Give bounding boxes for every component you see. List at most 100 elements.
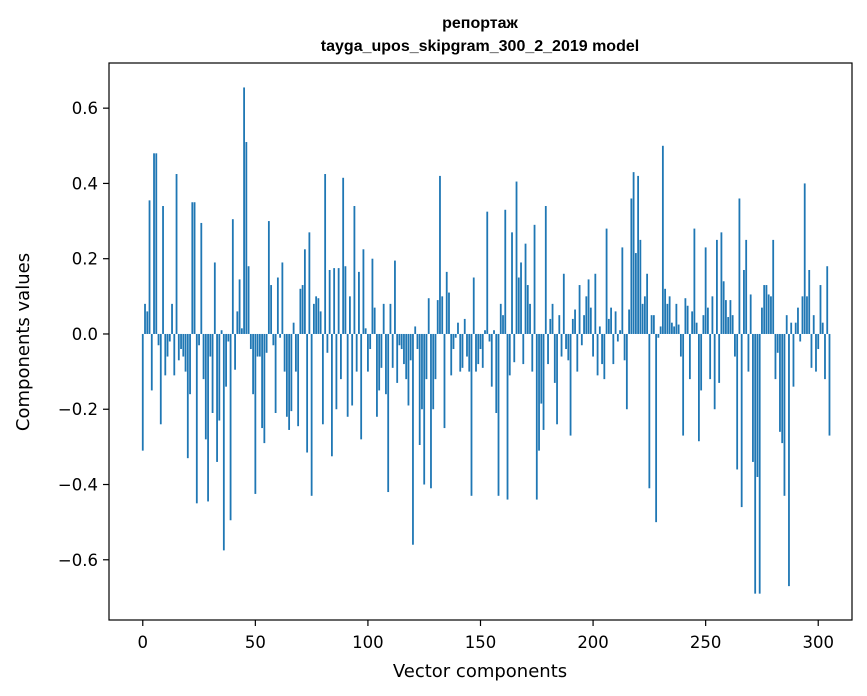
bar	[506, 333, 509, 500]
x-tick-label: 100	[352, 633, 384, 652]
bar	[358, 271, 360, 334]
bar	[207, 333, 209, 502]
bar	[734, 333, 736, 357]
bar	[229, 333, 232, 521]
bar	[729, 300, 732, 334]
bar	[623, 333, 626, 361]
bar	[650, 315, 653, 334]
bar	[797, 307, 799, 334]
bar	[290, 333, 293, 412]
bar	[450, 333, 453, 376]
bar	[511, 232, 513, 334]
bar	[376, 333, 378, 417]
bar	[610, 307, 612, 334]
bar	[637, 175, 640, 334]
bar	[186, 333, 189, 459]
bar	[182, 333, 185, 357]
bar	[745, 239, 748, 334]
bar	[448, 292, 450, 334]
bar	[580, 333, 583, 346]
bar	[270, 285, 273, 334]
bar	[191, 202, 194, 334]
bar	[430, 333, 432, 489]
bar	[394, 260, 396, 334]
bar	[808, 269, 811, 334]
bar	[308, 232, 311, 334]
bar	[707, 307, 709, 334]
bar	[565, 333, 567, 350]
bar	[828, 333, 831, 436]
bar	[256, 333, 259, 357]
bar	[180, 333, 182, 350]
bar	[150, 333, 153, 391]
bar	[380, 333, 383, 368]
bar	[722, 281, 725, 334]
chart-title: репортаж	[442, 15, 518, 32]
bar	[731, 315, 734, 334]
y-tick-label: −0.6	[58, 551, 98, 570]
bar	[285, 333, 288, 417]
bar	[493, 330, 495, 334]
bar	[236, 311, 239, 334]
bar	[340, 333, 342, 380]
bar	[625, 333, 628, 410]
bar	[371, 258, 374, 334]
bar	[621, 247, 624, 334]
bar	[484, 330, 486, 334]
bar	[396, 333, 399, 383]
bar	[675, 303, 678, 334]
bar	[312, 303, 315, 334]
bar	[391, 333, 394, 368]
bar	[168, 333, 171, 342]
bar	[576, 333, 579, 372]
bar	[553, 333, 556, 383]
y-axis-label: Components values	[13, 253, 34, 431]
bar	[508, 333, 511, 376]
bar	[459, 333, 462, 372]
y-tick-label: 0.2	[72, 250, 98, 269]
y-tick-label: −0.4	[58, 476, 98, 495]
bar	[497, 333, 500, 496]
bar	[639, 239, 642, 334]
bar	[770, 296, 772, 334]
bar	[324, 174, 327, 334]
bar	[398, 333, 401, 346]
bar	[785, 315, 788, 334]
bar	[495, 333, 498, 413]
bar	[373, 307, 376, 334]
bar	[727, 317, 730, 334]
bar	[781, 333, 784, 444]
bar	[155, 153, 158, 334]
bar	[360, 333, 363, 440]
bar	[472, 277, 475, 334]
x-tick-label: 150	[465, 633, 497, 652]
bar	[164, 333, 167, 376]
bar	[288, 333, 291, 430]
bar	[747, 333, 750, 372]
bar	[819, 285, 822, 334]
bar	[702, 315, 705, 334]
bar	[655, 333, 658, 523]
bar	[175, 174, 178, 334]
bar	[265, 333, 268, 353]
bar	[490, 333, 493, 387]
bar	[159, 333, 162, 425]
bar	[477, 333, 480, 365]
bar	[274, 333, 277, 413]
bar	[533, 224, 536, 334]
bar	[513, 333, 516, 363]
bar	[691, 311, 694, 334]
x-tick-label: 0	[138, 633, 149, 652]
bar	[283, 333, 286, 372]
bar	[783, 333, 786, 496]
bar	[193, 202, 196, 334]
bar	[767, 294, 770, 334]
bar	[162, 206, 164, 334]
bar	[335, 333, 338, 410]
y-tick-label: 0.6	[72, 99, 98, 118]
bar	[666, 303, 669, 334]
bar	[231, 219, 234, 334]
bar	[657, 333, 660, 338]
bar	[378, 333, 381, 391]
bar	[684, 298, 687, 334]
